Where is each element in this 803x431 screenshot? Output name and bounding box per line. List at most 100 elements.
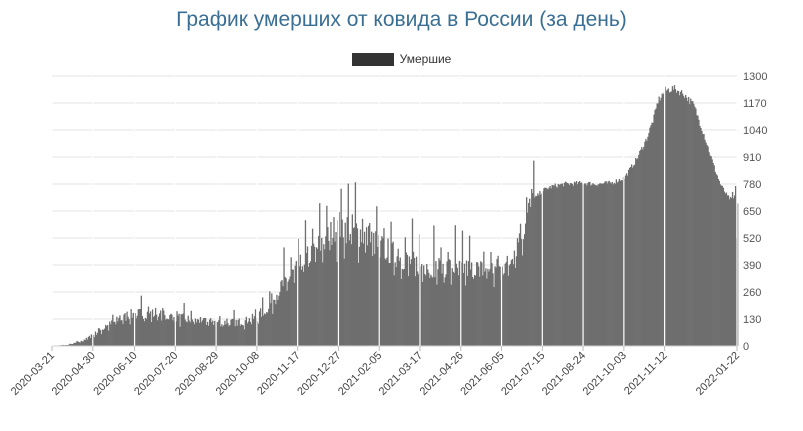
- bar[interactable]: [450, 284, 452, 346]
- bar[interactable]: [290, 257, 292, 346]
- bar[interactable]: [297, 238, 299, 346]
- bar[interactable]: [338, 212, 340, 346]
- bar[interactable]: [557, 184, 559, 346]
- bar[interactable]: [248, 318, 251, 346]
- bar[interactable]: [659, 100, 661, 347]
- bar[interactable]: [302, 271, 305, 346]
- bar[interactable]: [250, 324, 253, 346]
- bar[interactable]: [617, 181, 620, 346]
- bar[interactable]: [191, 319, 193, 346]
- bar[interactable]: [530, 206, 532, 346]
- bar[interactable]: [188, 320, 190, 346]
- legend[interactable]: Умершие: [0, 52, 803, 66]
- bar[interactable]: [256, 321, 259, 346]
- bar[interactable]: [706, 144, 708, 346]
- bar[interactable]: [252, 319, 255, 346]
- bar[interactable]: [119, 315, 121, 346]
- bar[interactable]: [734, 185, 737, 346]
- bar[interactable]: [343, 258, 345, 346]
- bar[interactable]: [326, 205, 328, 346]
- bar[interactable]: [295, 261, 297, 346]
- bar[interactable]: [536, 196, 538, 346]
- bar[interactable]: [270, 303, 272, 346]
- bar[interactable]: [691, 101, 693, 346]
- bar[interactable]: [82, 341, 84, 346]
- bar[interactable]: [126, 311, 128, 346]
- bar[interactable]: [640, 149, 642, 346]
- bar[interactable]: [235, 319, 237, 346]
- bar[interactable]: [440, 247, 442, 346]
- bar[interactable]: [498, 266, 500, 346]
- bar[interactable]: [429, 278, 431, 346]
- bar[interactable]: [238, 318, 240, 346]
- bar[interactable]: [227, 323, 229, 346]
- bar[interactable]: [511, 258, 514, 346]
- bar[interactable]: [417, 274, 420, 346]
- bar[interactable]: [323, 244, 325, 346]
- bar[interactable]: [597, 184, 599, 347]
- bar[interactable]: [325, 236, 327, 346]
- bar[interactable]: [76, 340, 78, 346]
- bar[interactable]: [121, 320, 123, 346]
- bar[interactable]: [434, 277, 436, 346]
- bar[interactable]: [206, 321, 209, 346]
- bar[interactable]: [285, 278, 287, 346]
- bar[interactable]: [319, 203, 321, 346]
- bar[interactable]: [139, 308, 141, 346]
- bar[interactable]: [320, 250, 322, 346]
- bar[interactable]: [433, 225, 435, 346]
- bar[interactable]: [413, 258, 416, 346]
- bar[interactable]: [721, 185, 724, 346]
- bar[interactable]: [131, 317, 133, 346]
- bar[interactable]: [278, 295, 280, 346]
- bar[interactable]: [224, 320, 226, 346]
- bar[interactable]: [200, 322, 203, 346]
- bar[interactable]: [561, 183, 563, 347]
- bar[interactable]: [291, 269, 293, 346]
- bar[interactable]: [703, 134, 705, 346]
- bar[interactable]: [512, 264, 515, 346]
- bar[interactable]: [644, 141, 646, 346]
- bar[interactable]: [545, 187, 547, 346]
- bar[interactable]: [613, 182, 615, 346]
- bar[interactable]: [502, 274, 504, 346]
- bar[interactable]: [269, 291, 271, 346]
- bar[interactable]: [410, 259, 413, 346]
- bar[interactable]: [207, 325, 210, 346]
- bar[interactable]: [358, 246, 361, 346]
- bar[interactable]: [268, 308, 270, 346]
- bar[interactable]: [85, 337, 87, 346]
- bar[interactable]: [199, 316, 202, 346]
- bar[interactable]: [258, 311, 261, 346]
- bar[interactable]: [261, 297, 264, 346]
- bar[interactable]: [532, 193, 534, 346]
- bar[interactable]: [492, 273, 494, 346]
- bar[interactable]: [407, 275, 410, 346]
- bar[interactable]: [471, 276, 474, 346]
- bar[interactable]: [535, 195, 537, 346]
- bar[interactable]: [610, 183, 612, 346]
- bar[interactable]: [547, 189, 549, 346]
- bar[interactable]: [661, 93, 663, 346]
- bar[interactable]: [300, 269, 303, 346]
- bar[interactable]: [144, 317, 147, 346]
- bar[interactable]: [163, 310, 165, 346]
- bar[interactable]: [499, 266, 501, 346]
- bar[interactable]: [381, 236, 383, 346]
- bar[interactable]: [66, 344, 68, 346]
- bar[interactable]: [495, 267, 497, 346]
- bar[interactable]: [715, 174, 717, 346]
- bar[interactable]: [595, 185, 597, 346]
- bar[interactable]: [118, 317, 120, 346]
- bar[interactable]: [666, 89, 668, 347]
- bar[interactable]: [136, 315, 138, 346]
- bar[interactable]: [382, 238, 384, 346]
- bar[interactable]: [677, 91, 680, 346]
- bar[interactable]: [668, 92, 671, 346]
- bar[interactable]: [424, 274, 426, 346]
- bar[interactable]: [531, 188, 533, 346]
- bar[interactable]: [550, 188, 552, 346]
- bar[interactable]: [189, 322, 191, 346]
- bar[interactable]: [73, 342, 75, 346]
- bar[interactable]: [624, 175, 627, 346]
